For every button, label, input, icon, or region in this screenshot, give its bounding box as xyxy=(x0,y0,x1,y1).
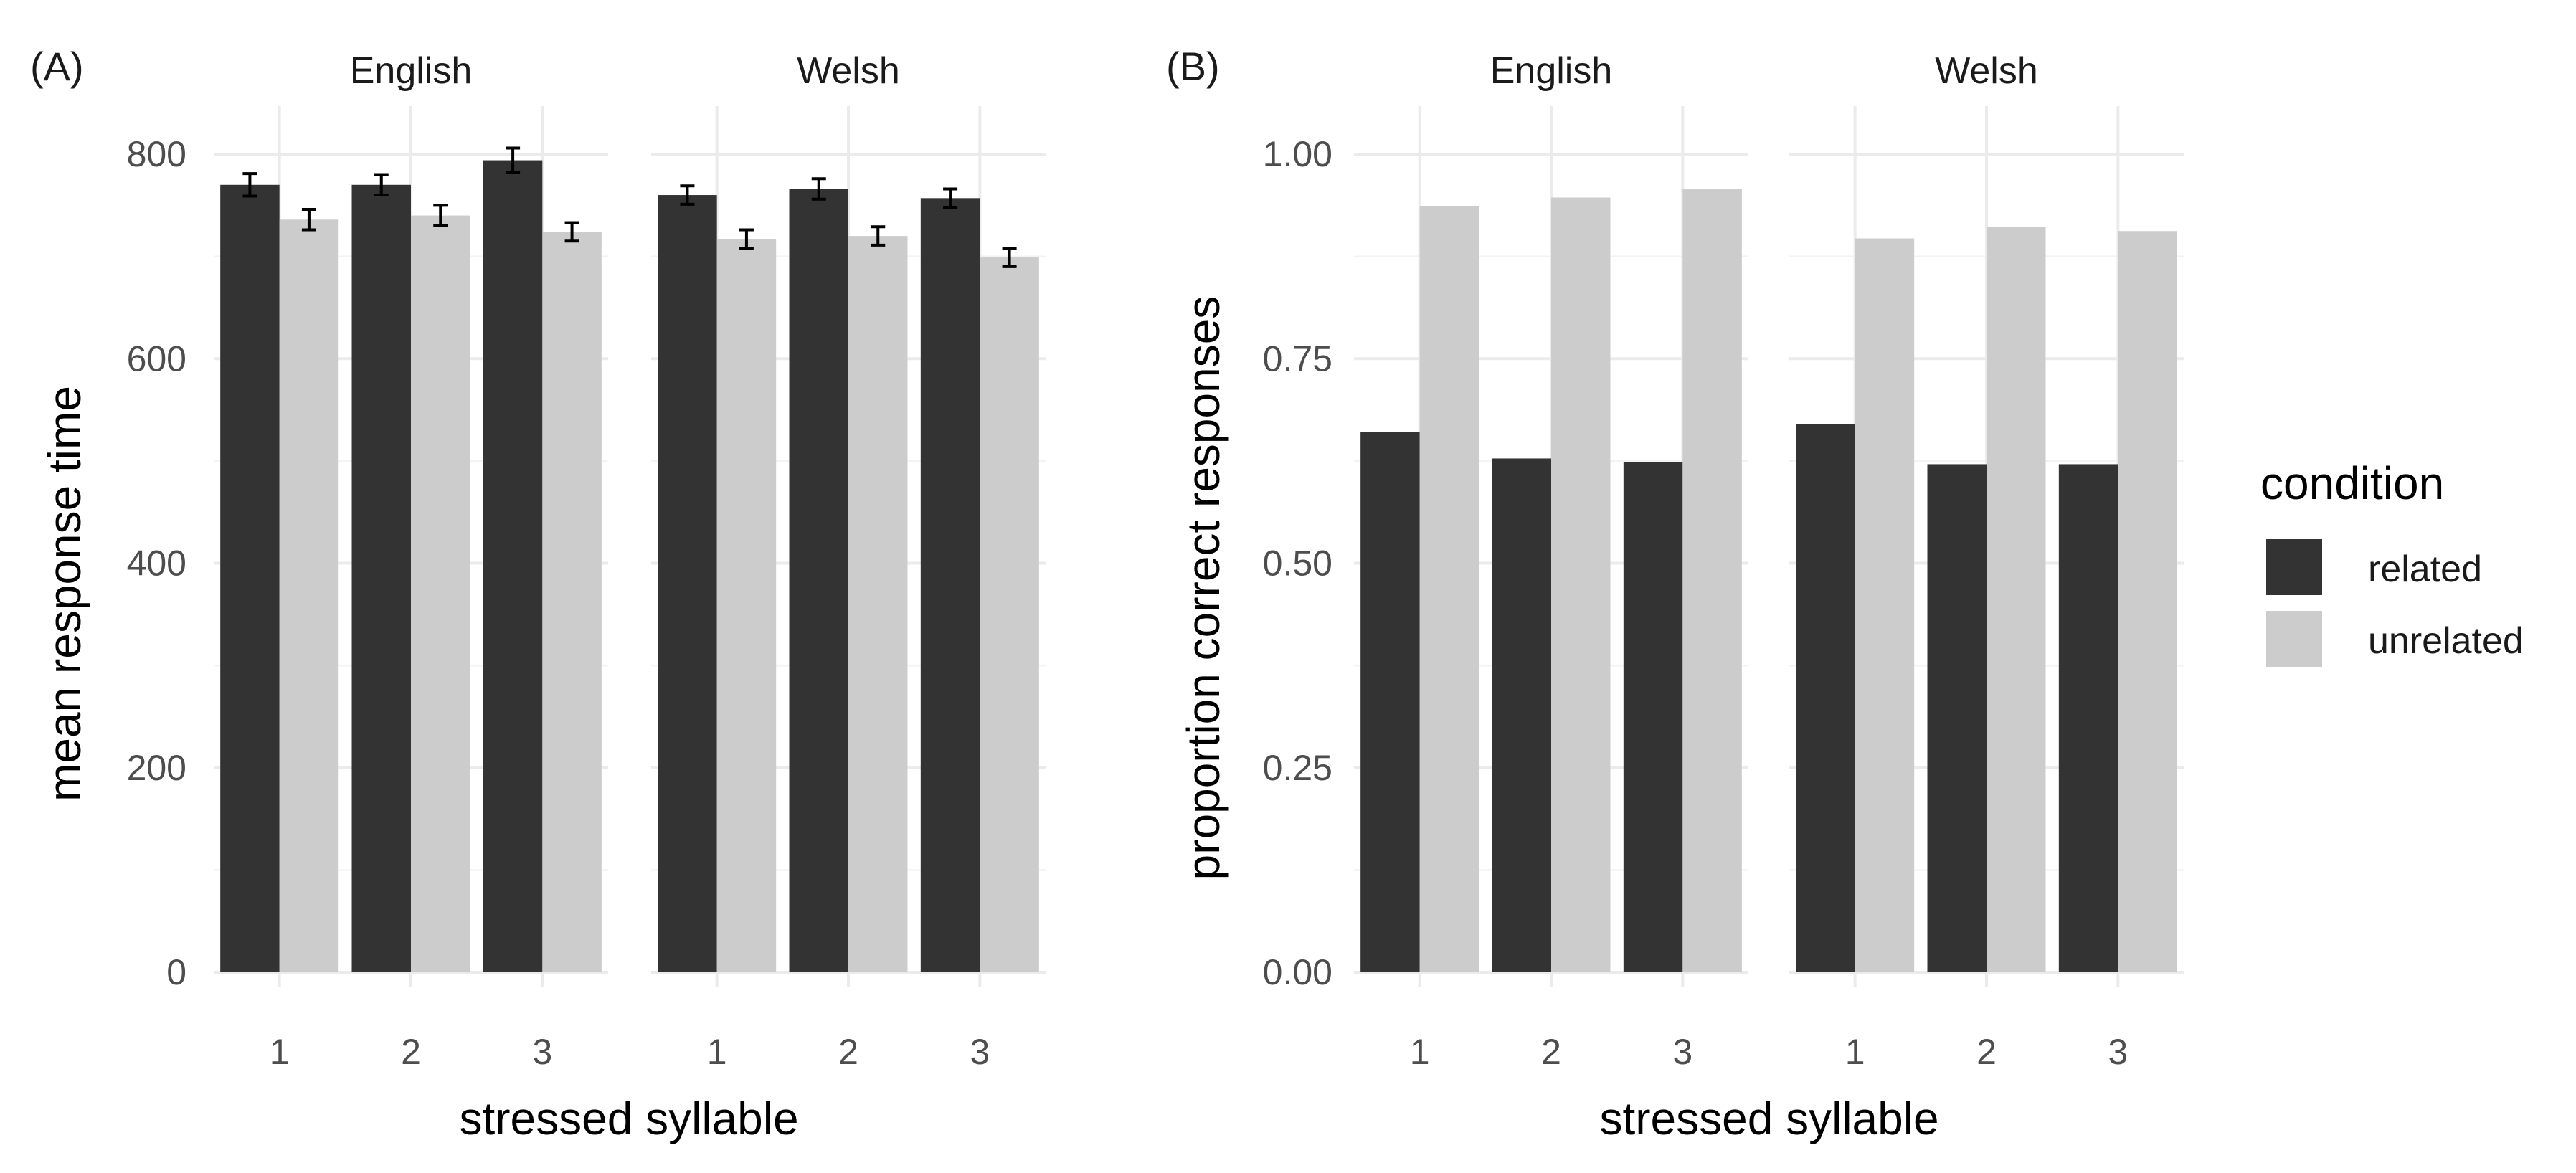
x-tick-label: 1 xyxy=(1410,1032,1430,1072)
bars-layer xyxy=(220,146,2177,973)
x-tick-label: 2 xyxy=(401,1032,421,1072)
bar-related xyxy=(920,198,980,972)
y-tick-label: 800 xyxy=(127,134,186,174)
panel-a-strip-welsh: Welsh xyxy=(797,50,900,92)
y-tick-label: 600 xyxy=(127,338,186,379)
legend-key-related xyxy=(2266,539,2322,595)
bar-related xyxy=(1623,462,1683,972)
y-tick-label: 0.00 xyxy=(1263,952,1332,992)
panel-b-y-axis-title: proportion correct responses xyxy=(1178,296,1229,880)
bar-unrelated xyxy=(1551,197,1611,972)
panel-b-x-axis-title: stressed syllable xyxy=(1599,1093,1938,1144)
bar-unrelated xyxy=(1855,238,1915,972)
x-tick-label: 1 xyxy=(1845,1032,1865,1072)
bar-related xyxy=(1492,458,1551,972)
bar-unrelated xyxy=(542,232,602,972)
legend-key-unrelated xyxy=(2266,611,2322,667)
bar-related xyxy=(1796,424,1855,972)
bar-unrelated xyxy=(279,219,339,972)
y-tick-label: 0.75 xyxy=(1263,338,1332,379)
panel-b-label: (B) xyxy=(1166,44,1220,89)
bar-unrelated xyxy=(411,215,470,973)
panel-a-x-axis-title: stressed syllable xyxy=(459,1093,798,1144)
x-tick-label: 3 xyxy=(532,1032,552,1072)
bar-unrelated xyxy=(848,236,908,973)
legend-label-unrelated: unrelated xyxy=(2368,620,2524,662)
x-tick-label: 2 xyxy=(1976,1032,1997,1072)
x-tick-label: 1 xyxy=(270,1032,290,1072)
bar-unrelated xyxy=(1987,227,2046,972)
text-layer: 0 200 400 600 800 1 2 3 1 2 3 0.00 0.25 0.50 0.75 1.00 1… xyxy=(127,134,2128,1072)
bar-unrelated xyxy=(980,257,1039,972)
x-tick-label: 3 xyxy=(970,1032,990,1072)
panel-a-label: (A) xyxy=(30,44,84,89)
x-tick-label: 2 xyxy=(1541,1032,1561,1072)
panel-b-strip-english: English xyxy=(1490,50,1613,92)
legend-title: condition xyxy=(2260,457,2444,509)
bar-related xyxy=(1927,464,1987,972)
x-tick-label: 3 xyxy=(1672,1032,1692,1072)
bar-related xyxy=(483,160,543,972)
bar-related xyxy=(658,195,717,972)
bar-unrelated xyxy=(716,239,777,972)
bar-unrelated xyxy=(1682,189,1742,972)
bar-unrelated xyxy=(2118,231,2177,972)
bar-unrelated xyxy=(1419,206,1479,973)
bar-related xyxy=(351,184,411,973)
bar-related xyxy=(2058,464,2118,972)
y-tick-label: 400 xyxy=(127,543,186,584)
legend-label-related: related xyxy=(2368,548,2482,590)
y-tick-label: 0.25 xyxy=(1263,748,1332,788)
panel-a-y-axis-title: mean response time xyxy=(39,386,90,802)
y-tick-label: 0.50 xyxy=(1263,543,1332,584)
x-tick-label: 2 xyxy=(838,1032,858,1072)
bar-related xyxy=(220,184,280,973)
bar-related xyxy=(789,189,848,973)
panel-a-strip-english: English xyxy=(350,50,473,92)
legend: condition related unrelated xyxy=(2260,457,2524,667)
y-tick-label: 1.00 xyxy=(1263,134,1332,174)
x-tick-label: 3 xyxy=(2108,1032,2128,1072)
y-tick-label: 0 xyxy=(166,952,186,992)
x-tick-label: 1 xyxy=(707,1032,727,1072)
panel-b-strip-welsh: Welsh xyxy=(1935,50,2038,92)
bar-related xyxy=(1360,432,1420,972)
y-tick-label: 200 xyxy=(127,748,186,788)
